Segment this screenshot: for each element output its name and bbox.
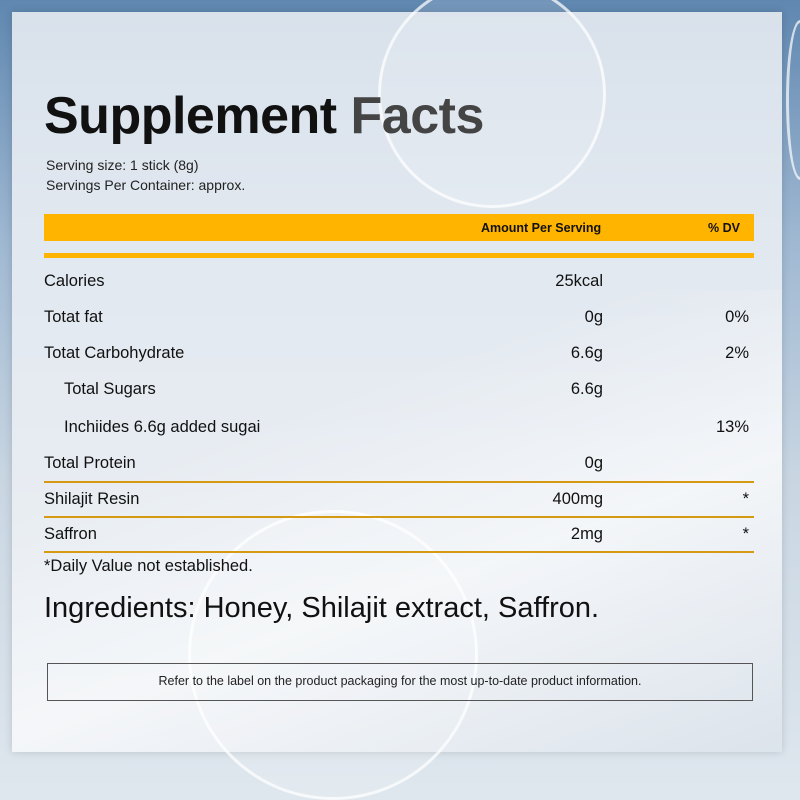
- table-row: Calories 25kcal: [44, 272, 603, 290]
- table-header: Amount Per Serving % DV: [44, 214, 754, 241]
- row-divider: [44, 516, 754, 518]
- table-row: Total Sugars 6.6g: [64, 380, 603, 398]
- decorative-circle: [188, 510, 478, 800]
- table-row: Inchiides 6.6g added sugai 13%: [64, 418, 749, 436]
- row-divider: [44, 481, 754, 483]
- table-row: Total Protein 0g: [44, 454, 603, 472]
- disclaimer-box: Refer to the label on the product packag…: [47, 663, 753, 701]
- serving-size: Serving size: 1 stick (8g): [46, 157, 199, 173]
- table-row: Totat Carbohydrate 6.6g 2%: [44, 344, 749, 362]
- header-divider: [44, 253, 754, 258]
- amount-header: Amount Per Serving: [481, 221, 602, 235]
- decorative-circle: [786, 20, 800, 180]
- decorative-circle: [378, 0, 606, 208]
- dv-header: % DV: [708, 221, 740, 235]
- table-row: Shilajit Resin 400mg *: [44, 490, 749, 508]
- page-title: Supplement Facts: [44, 87, 484, 145]
- servings-per-container: Servings Per Container: approx.: [46, 177, 246, 193]
- table-row: Totat fat 0g 0%: [44, 308, 749, 326]
- ingredients: Ingredients: Honey, Shilajit extract, Sa…: [44, 592, 600, 624]
- row-divider: [44, 551, 754, 553]
- table-row: Saffron 2mg *: [44, 525, 749, 543]
- footnote: *Daily Value not established.: [44, 557, 253, 575]
